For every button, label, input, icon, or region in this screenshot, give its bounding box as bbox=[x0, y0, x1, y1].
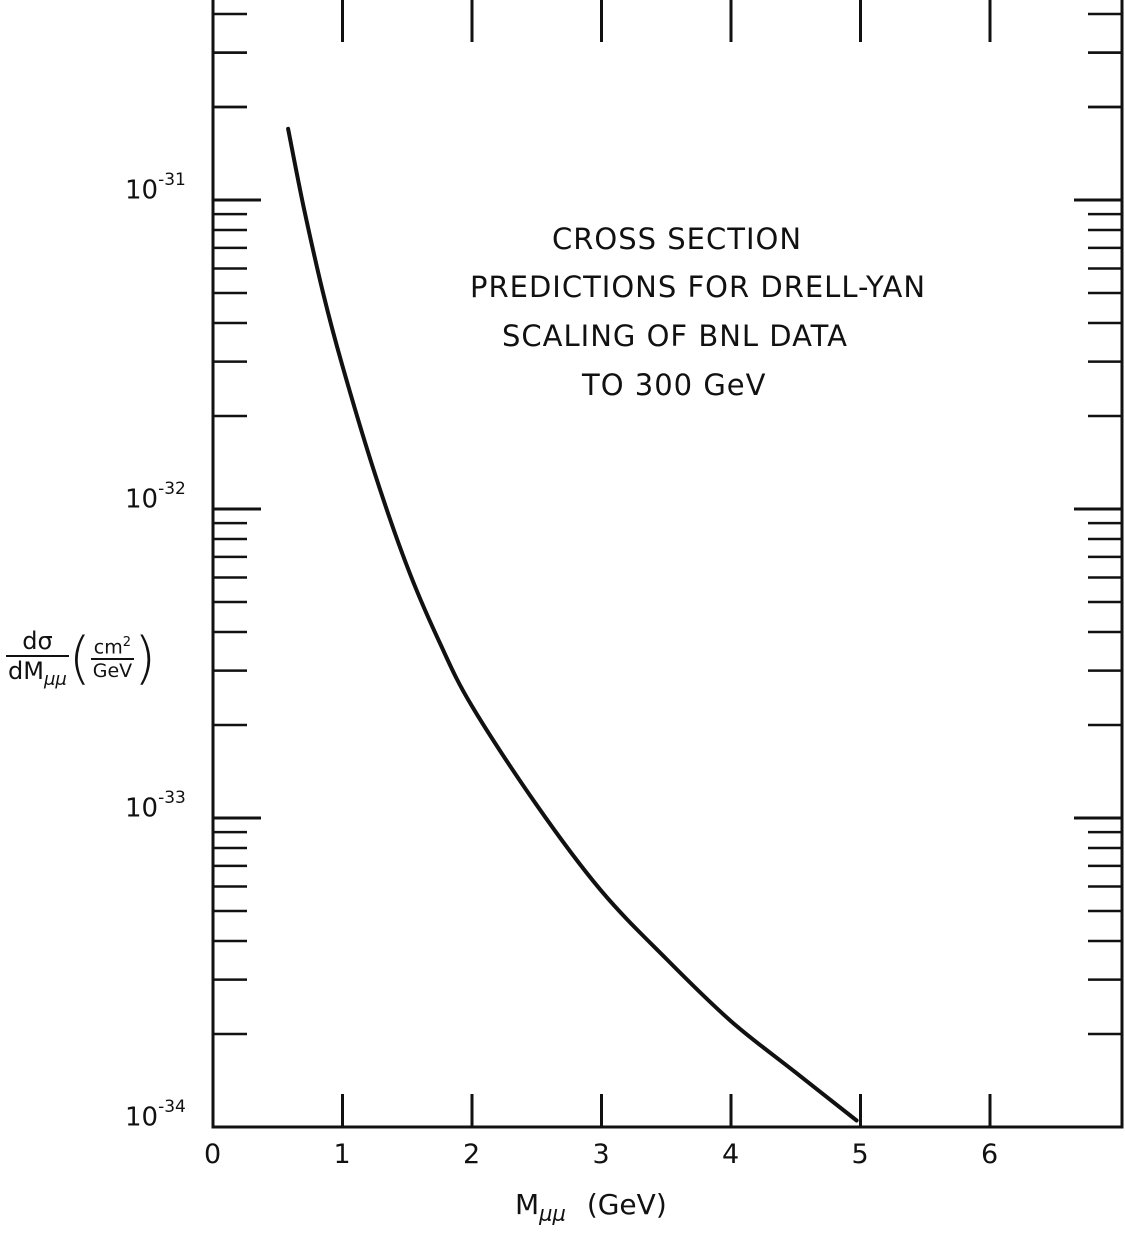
x-tick-label: 3 bbox=[592, 1139, 611, 1170]
y-tick-label: 10-34 bbox=[125, 1097, 186, 1133]
y-axis-unit-numerator: cm2 bbox=[90, 634, 135, 661]
y-tick-label-base: 10 bbox=[125, 793, 159, 824]
y-axis-unit-fraction: cm2 GeV bbox=[90, 634, 135, 683]
x-axis-label: Mμμ (GeV) bbox=[515, 1188, 667, 1226]
y-axis-label-numerator: dσ bbox=[6, 627, 69, 658]
plot-frame bbox=[211, 0, 1124, 1129]
y-ticks bbox=[213, 12, 1122, 1129]
x-tick-label: 1 bbox=[333, 1139, 352, 1170]
right-paren: ) bbox=[134, 626, 156, 691]
y-axis-unit-num-main: cm bbox=[93, 636, 123, 659]
x-axis-label-unit: (GeV) bbox=[586, 1188, 667, 1221]
y-tick-label-exponent: -31 bbox=[158, 170, 186, 190]
y-tick-label-base: 10 bbox=[125, 175, 159, 206]
y-tick-label-base: 10 bbox=[125, 1102, 159, 1133]
y-tick-label-exponent: -33 bbox=[158, 788, 186, 808]
series-line bbox=[286, 126, 859, 1123]
x-tick-label: 2 bbox=[463, 1139, 482, 1170]
y-tick-label: 10-31 bbox=[125, 170, 186, 206]
y-axis-label-den-subscript: μμ bbox=[43, 668, 67, 690]
y-axis-label: dσ dMμμ ( cm2 GeV ) bbox=[6, 626, 156, 691]
y-axis-unit-denominator: GeV bbox=[92, 660, 133, 683]
y-tick-label: 10-33 bbox=[125, 788, 186, 824]
x-tick-label: 0 bbox=[204, 1139, 223, 1170]
title-line-2: PREDICTIONS FOR DRELL-YAN bbox=[470, 270, 927, 304]
y-axis-label-denominator: dMμμ bbox=[6, 657, 69, 690]
y-tick-label-exponent: -32 bbox=[158, 479, 186, 499]
x-axis-label-subscript: μμ bbox=[539, 1201, 566, 1226]
x-tick-label: 4 bbox=[722, 1139, 741, 1170]
x-axis-label-main: M bbox=[515, 1188, 540, 1221]
y-axis-label-fraction: dσ dMμμ bbox=[6, 627, 69, 690]
y-axis-unit-exponent: 2 bbox=[122, 634, 132, 650]
y-tick-label-base: 10 bbox=[125, 484, 159, 515]
title-line-1: CROSS SECTION bbox=[552, 222, 803, 256]
y-tick-label: 10-32 bbox=[125, 479, 186, 515]
left-paren: ( bbox=[68, 626, 91, 691]
title-line-4: TO 300 GeV bbox=[582, 368, 767, 402]
x-tick-label: 6 bbox=[981, 1139, 1000, 1170]
x-ticks bbox=[341, 0, 992, 1127]
y-tick-label-exponent: -34 bbox=[158, 1097, 186, 1117]
title-line-3: SCALING OF BNL DATA bbox=[502, 319, 848, 353]
x-tick-label: 5 bbox=[851, 1139, 870, 1170]
y-axis-label-den-main: dM bbox=[8, 657, 44, 686]
